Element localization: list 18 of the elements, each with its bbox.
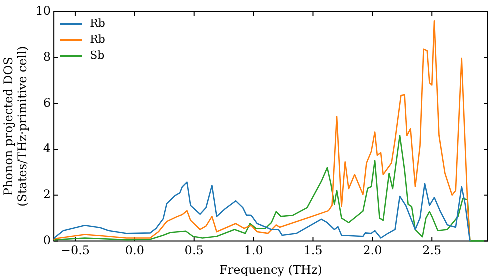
y-tick-label: 6 bbox=[43, 96, 52, 110]
x-tick-label: 2.5 bbox=[422, 244, 442, 258]
x-tick-label: 1.5 bbox=[304, 244, 323, 258]
y-tick-label: 10 bbox=[36, 4, 52, 18]
x-tick-label: −0.5 bbox=[60, 244, 90, 258]
x-tick-label: 0.5 bbox=[184, 244, 204, 258]
legend-label: Sb bbox=[90, 48, 105, 64]
x-tick-label: 2.0 bbox=[363, 244, 382, 258]
x-axis-title: Frequency (THz) bbox=[220, 262, 322, 277]
x-tick-label: 1.0 bbox=[244, 244, 264, 258]
y-tick-label: 4 bbox=[43, 142, 52, 156]
y-tick-label: 2 bbox=[43, 187, 52, 202]
y-axis-title: Phonon projected DOS (States/THz·primitive cell) bbox=[1, 46, 30, 207]
y-tick-label: 0 bbox=[43, 233, 52, 248]
y-tick-label: 8 bbox=[43, 50, 52, 64]
legend-label: Rb bbox=[90, 16, 106, 32]
legend-label: Rb bbox=[90, 32, 106, 48]
x-tick-label: 0.0 bbox=[125, 244, 144, 258]
